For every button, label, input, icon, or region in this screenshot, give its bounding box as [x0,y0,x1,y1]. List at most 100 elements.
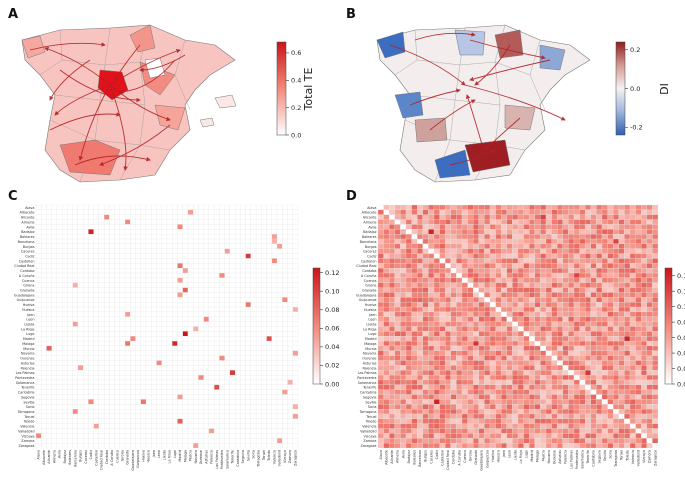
heatmap-cell [214,355,220,361]
heatmap-cell [450,423,457,429]
heatmap-cell [613,355,619,361]
heatmap-cell [629,355,636,361]
heatmap-cell [224,292,231,298]
heatmap-cell [198,243,204,249]
heatmap-cell [545,287,552,293]
heatmap-cell [67,263,73,269]
heatmap-cell [613,238,619,245]
heatmap-cell [161,258,168,264]
heatmap-cell [161,423,168,429]
heatmap-cell [512,282,519,288]
heatmap-cell [641,384,647,390]
heatmap-cell [229,243,236,249]
heatmap-cell [145,423,152,429]
heatmap-cell [596,214,603,220]
heatmap-cell [377,282,384,288]
heatmap-cell [198,214,204,220]
heatmap-cell [229,229,236,235]
heatmap-cell [119,350,126,356]
heatmap-cell [62,443,68,449]
heatmap-cell [234,428,241,434]
heatmap-cell [405,204,412,210]
heatmap-cell [271,229,278,235]
heatmap-cell [557,350,563,356]
heatmap-c-col-label: Asturias [204,450,208,464]
heatmap-cell [618,365,625,371]
heatmap-cell [41,287,47,293]
heatmap-cell [193,214,199,220]
heatmap-cell [590,404,597,410]
heatmap-cell [240,321,246,327]
heatmap-cell [495,350,502,356]
heatmap-cell [177,433,183,439]
heatmap-cell [545,413,552,419]
heatmap-cell [405,365,412,371]
heatmap-cell [166,413,173,419]
heatmap-cell [88,433,94,439]
colorbar-tick-label: 0.2 [291,104,301,112]
heatmap-cell [93,355,100,361]
heatmap-cell [145,340,152,347]
heatmap-cell [234,224,241,230]
heatmap-cell [467,423,474,429]
heatmap-cell [596,336,603,342]
heatmap-cell [276,443,283,449]
heatmap-cell [562,258,569,264]
heatmap-cell [629,297,636,303]
heatmap-cell [489,277,496,283]
heatmap-cell [93,219,100,225]
heatmap-cell [557,321,563,327]
heatmap-cell [35,423,42,429]
heatmap-cell [456,399,463,405]
heatmap-cell [56,302,63,308]
heatmap-cell [72,253,79,259]
heatmap-cell [506,321,513,327]
heatmap-cell [98,302,105,308]
heatmap-cell [624,297,631,303]
heatmap-cell [635,350,642,356]
heatmap-cell [646,355,653,361]
heatmap-cell [489,340,496,347]
heatmap-cell [568,355,575,361]
heatmap-cell [62,316,68,322]
heatmap-cell [261,287,267,293]
heatmap-cell [529,340,535,347]
heatmap-cell [276,433,283,439]
heatmap-cell [214,423,220,429]
heatmap-cell [422,253,429,259]
heatmap-cell [109,379,115,385]
heatmap-cell [72,204,79,210]
heatmap-cell [400,389,407,395]
heatmap-cell [41,297,47,303]
heatmap-cell [240,282,246,288]
heatmap-cell [517,258,524,264]
heatmap-cell [394,404,401,410]
heatmap-cell [292,311,299,317]
heatmap-cell [161,399,168,405]
heatmap-cell [130,389,136,395]
heatmap-cell [433,268,440,274]
heatmap-cell [624,253,631,259]
heatmap-cell [234,360,241,366]
heatmap-cell [229,224,236,230]
heatmap-cell [467,428,474,434]
heatmap-cell [400,345,407,351]
heatmap-cell [255,234,262,240]
heatmap-cell [240,243,246,249]
heatmap-cell [629,418,636,424]
heatmap-cell [590,282,597,288]
heatmap-cell [276,345,283,351]
heatmap-cell [433,428,440,434]
heatmap-cell [478,428,485,434]
heatmap-cell [422,350,429,356]
heatmap-cell [56,214,63,220]
heatmap-cell [140,277,147,283]
heatmap-cell [585,219,591,225]
heatmap-cell [208,350,215,356]
heatmap-cell [261,360,267,366]
heatmap-cell [271,224,278,230]
heatmap-cell [473,316,479,322]
heatmap-cell [445,282,451,288]
heatmap-cell [629,413,636,419]
heatmap-cell [461,340,468,347]
